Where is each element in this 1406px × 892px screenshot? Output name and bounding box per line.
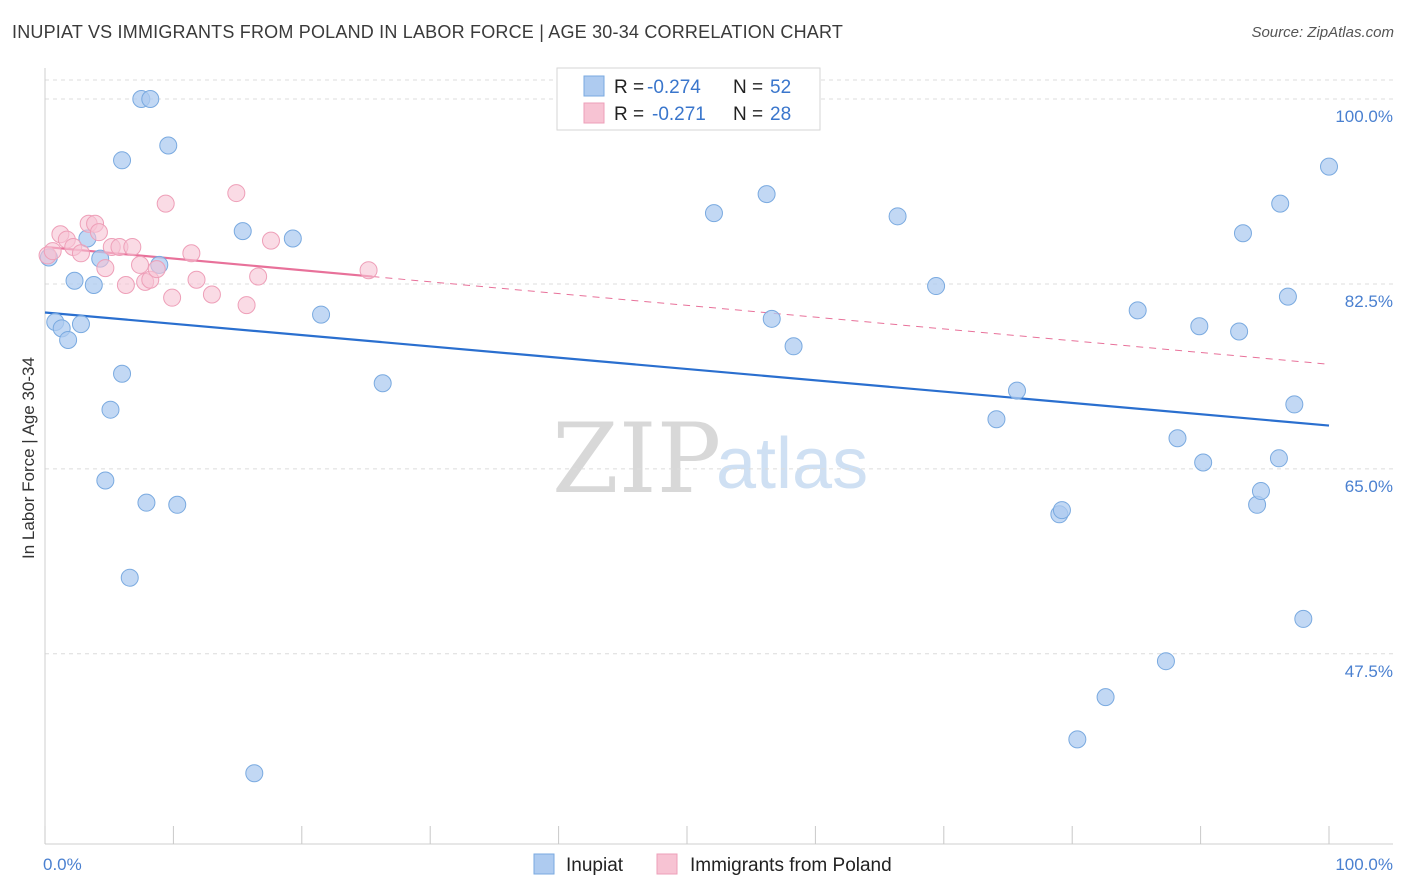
data-point-poland[interactable] xyxy=(202,285,221,304)
series-legend: Inupiat Immigrants from Poland xyxy=(533,853,892,876)
legend-n-label: N = xyxy=(733,77,763,98)
data-point-inupiat[interactable] xyxy=(987,410,1006,429)
data-point-poland[interactable] xyxy=(182,244,201,263)
x-tick-label-max: 100.0% xyxy=(1335,855,1393,874)
watermark-zip: ZIP xyxy=(552,403,721,515)
data-point-inupiat[interactable] xyxy=(137,493,156,512)
data-point-inupiat[interactable] xyxy=(1194,453,1213,472)
data-point-poland[interactable] xyxy=(261,231,280,250)
data-point-inupiat[interactable] xyxy=(888,207,907,226)
data-point-poland[interactable] xyxy=(96,259,115,278)
bottom-legend-label-inupiat: Inupiat xyxy=(566,855,624,876)
data-point-inupiat[interactable] xyxy=(312,305,331,324)
data-point-inupiat[interactable] xyxy=(101,400,120,419)
data-point-inupiat[interactable] xyxy=(784,337,803,356)
data-point-poland[interactable] xyxy=(249,267,268,286)
data-point-inupiat[interactable] xyxy=(245,764,264,783)
data-point-inupiat[interactable] xyxy=(757,185,776,204)
data-point-poland[interactable] xyxy=(359,261,378,280)
data-point-poland[interactable] xyxy=(131,255,150,274)
data-point-poland[interactable] xyxy=(163,288,182,307)
watermark-atlas: atlas xyxy=(716,424,868,504)
gridlines xyxy=(45,79,1393,655)
data-point-inupiat[interactable] xyxy=(71,315,90,334)
data-point-poland[interactable] xyxy=(71,244,90,263)
x-tick-label-min: 0.0% xyxy=(43,855,82,874)
trend-line-poland-extrapolated xyxy=(372,276,1330,365)
trend-line-inupiat xyxy=(44,311,1330,427)
legend-swatch-inupiat xyxy=(583,75,605,97)
data-point-poland[interactable] xyxy=(89,223,108,242)
bottom-legend-swatch-poland xyxy=(656,853,678,875)
data-point-inupiat[interactable] xyxy=(1271,194,1290,213)
y-tick-label: 47.5% xyxy=(1345,662,1393,681)
data-point-inupiat[interactable] xyxy=(113,151,132,170)
data-point-inupiat[interactable] xyxy=(168,495,187,514)
data-point-inupiat[interactable] xyxy=(373,374,392,393)
data-point-inupiat[interactable] xyxy=(159,136,178,155)
legend-n-value-poland: 28 xyxy=(770,104,791,125)
axes xyxy=(44,68,1393,845)
bottom-legend-swatch-inupiat xyxy=(533,853,555,875)
data-point-inupiat[interactable] xyxy=(113,364,132,383)
data-point-poland[interactable] xyxy=(123,237,142,256)
data-point-inupiat[interactable] xyxy=(65,271,84,290)
watermark: ZIP atlas xyxy=(552,403,868,515)
legend-n-value-inupiat: 52 xyxy=(770,77,791,98)
legend-swatch-poland xyxy=(583,102,605,124)
data-point-inupiat[interactable] xyxy=(1156,652,1175,671)
data-point-inupiat[interactable] xyxy=(1233,224,1252,243)
chart-title: INUPIAT VS IMMIGRANTS FROM POLAND IN LAB… xyxy=(12,22,844,42)
legend-r-label: R = xyxy=(614,77,644,98)
data-point-inupiat[interactable] xyxy=(233,222,252,241)
data-point-inupiat[interactable] xyxy=(927,277,946,296)
data-point-poland[interactable] xyxy=(43,242,62,261)
data-point-inupiat[interactable] xyxy=(704,204,723,223)
bottom-legend-label-poland: Immigrants from Poland xyxy=(690,855,892,876)
y-tick-label: 100.0% xyxy=(1335,107,1393,126)
data-point-inupiat[interactable] xyxy=(1320,157,1338,176)
data-point-inupiat[interactable] xyxy=(1096,688,1115,707)
data-point-inupiat[interactable] xyxy=(141,90,160,109)
data-point-poland[interactable] xyxy=(147,260,166,279)
data-point-inupiat[interactable] xyxy=(762,309,781,328)
data-point-inupiat[interactable] xyxy=(1251,482,1270,501)
data-point-inupiat[interactable] xyxy=(120,568,139,587)
legend-n-label: N = xyxy=(733,104,763,125)
data-point-inupiat[interactable] xyxy=(96,471,115,490)
legend-r-value-poland: -0.271 xyxy=(652,104,706,125)
data-point-poland[interactable] xyxy=(116,276,135,295)
data-point-poland[interactable] xyxy=(156,194,175,213)
trend-lines xyxy=(44,245,1330,427)
data-point-inupiat[interactable] xyxy=(1278,287,1297,306)
y-tick-labels: 47.5% 65.0% 82.5% 100.0% xyxy=(1335,107,1393,681)
data-point-inupiat[interactable] xyxy=(1052,501,1071,520)
data-point-inupiat[interactable] xyxy=(1190,317,1209,336)
data-point-inupiat[interactable] xyxy=(1230,322,1249,341)
legend-r-value-inupiat: -0.274 xyxy=(647,77,701,98)
legend-r-label: R = xyxy=(614,104,644,125)
data-point-inupiat[interactable] xyxy=(1294,609,1313,628)
data-point-inupiat[interactable] xyxy=(1168,429,1187,448)
y-tick-label: 82.5% xyxy=(1345,292,1393,311)
data-point-inupiat[interactable] xyxy=(283,229,302,248)
data-point-inupiat[interactable] xyxy=(1269,449,1288,468)
data-point-inupiat[interactable] xyxy=(1007,381,1026,400)
data-point-poland[interactable] xyxy=(237,296,256,315)
y-tick-label: 65.0% xyxy=(1345,477,1393,496)
data-point-inupiat[interactable] xyxy=(1128,301,1147,320)
series-poland-points xyxy=(38,184,378,315)
data-point-inupiat[interactable] xyxy=(84,276,103,295)
data-point-inupiat[interactable] xyxy=(1068,730,1087,749)
data-point-inupiat[interactable] xyxy=(1285,395,1304,414)
stats-legend: R = -0.274 N = 52 R = -0.271 N = 28 xyxy=(556,67,821,131)
chart-source: Source: ZipAtlas.com xyxy=(1251,24,1394,41)
y-axis-title: In Labor Force | Age 30-34 xyxy=(19,357,38,559)
data-point-poland[interactable] xyxy=(187,270,206,289)
data-point-poland[interactable] xyxy=(227,184,246,203)
data-point-inupiat[interactable] xyxy=(59,330,78,349)
x-axis-ticks xyxy=(44,826,1330,844)
